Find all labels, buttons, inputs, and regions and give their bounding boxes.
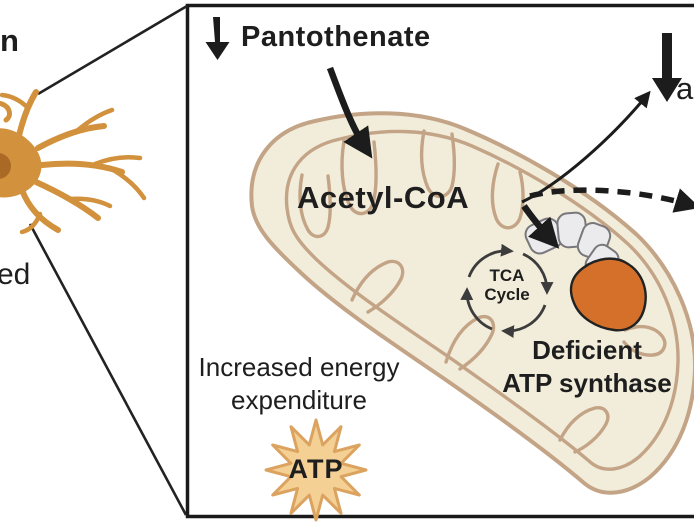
deficient-synthase-blob bbox=[569, 257, 647, 332]
atp-label: ATP bbox=[288, 454, 344, 484]
deficient-synthase-label: Deficient ATP synthase bbox=[462, 334, 694, 400]
neuron-icon bbox=[0, 89, 147, 235]
down-arrow-icon bbox=[652, 33, 682, 102]
mitochondrion-inner-membrane bbox=[284, 129, 680, 471]
neuron-nucleus bbox=[0, 153, 11, 179]
tca-cycle-line2: Cycle bbox=[484, 285, 530, 304]
truncated-word-top: n bbox=[0, 23, 19, 58]
flow-arrows bbox=[326, 66, 694, 249]
truncated-word-top-right: a bbox=[676, 71, 694, 106]
truncated-word-middle: ed bbox=[0, 258, 31, 291]
acetyl-to-tca-arrow bbox=[521, 204, 560, 249]
mitochondrion-cristae bbox=[298, 129, 667, 454]
energy-line1: Increased energy bbox=[198, 352, 400, 382]
deficient-line1: Deficient bbox=[532, 335, 642, 365]
pantothenate-to-acetyl-arrow bbox=[326, 66, 373, 159]
mitochondrion-icon bbox=[249, 111, 694, 495]
energy-line2: expenditure bbox=[231, 385, 367, 415]
inset-box bbox=[185, 3, 694, 519]
neuron-soma bbox=[0, 128, 42, 198]
acetyl-dashed-arrow bbox=[529, 187, 694, 213]
tca-cycle-label: TCA Cycle bbox=[462, 266, 552, 304]
acetyl-coa-label: Acetyl-CoA bbox=[297, 180, 470, 215]
callout-lines bbox=[28, 4, 188, 516]
energy-expenditure-label: Increased energy expenditure bbox=[177, 351, 421, 417]
down-arrow-icon bbox=[205, 17, 230, 60]
pantothenate-label: Pantothenate bbox=[241, 21, 431, 53]
deficient-line2: ATP synthase bbox=[502, 368, 672, 398]
tca-cycle-line1: TCA bbox=[489, 266, 525, 285]
cycle-arrows-icon bbox=[460, 243, 554, 338]
atp-burst-icon bbox=[264, 418, 368, 522]
